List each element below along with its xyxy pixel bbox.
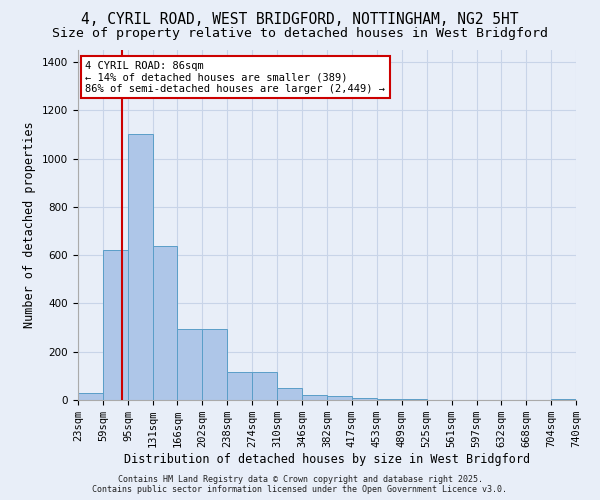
- Bar: [551, 399, 576, 400]
- Bar: [253, 372, 277, 400]
- Bar: [302, 395, 328, 400]
- Bar: [202, 329, 227, 400]
- Bar: [153, 246, 178, 400]
- Text: Size of property relative to detached houses in West Bridgford: Size of property relative to detached ho…: [52, 28, 548, 40]
- Bar: [377, 399, 401, 400]
- Bar: [103, 250, 128, 400]
- Bar: [128, 134, 153, 400]
- X-axis label: Distribution of detached houses by size in West Bridgford: Distribution of detached houses by size …: [124, 453, 530, 466]
- Bar: [178, 329, 202, 400]
- Y-axis label: Number of detached properties: Number of detached properties: [23, 122, 37, 328]
- Bar: [328, 396, 352, 400]
- Text: Contains HM Land Registry data © Crown copyright and database right 2025.
Contai: Contains HM Land Registry data © Crown c…: [92, 474, 508, 494]
- Text: 4 CYRIL ROAD: 86sqm
← 14% of detached houses are smaller (389)
86% of semi-detac: 4 CYRIL ROAD: 86sqm ← 14% of detached ho…: [85, 60, 385, 94]
- Bar: [78, 393, 103, 400]
- Text: 4, CYRIL ROAD, WEST BRIDGFORD, NOTTINGHAM, NG2 5HT: 4, CYRIL ROAD, WEST BRIDGFORD, NOTTINGHA…: [81, 12, 519, 28]
- Bar: [277, 388, 302, 400]
- Bar: [352, 398, 377, 400]
- Bar: [227, 372, 253, 400]
